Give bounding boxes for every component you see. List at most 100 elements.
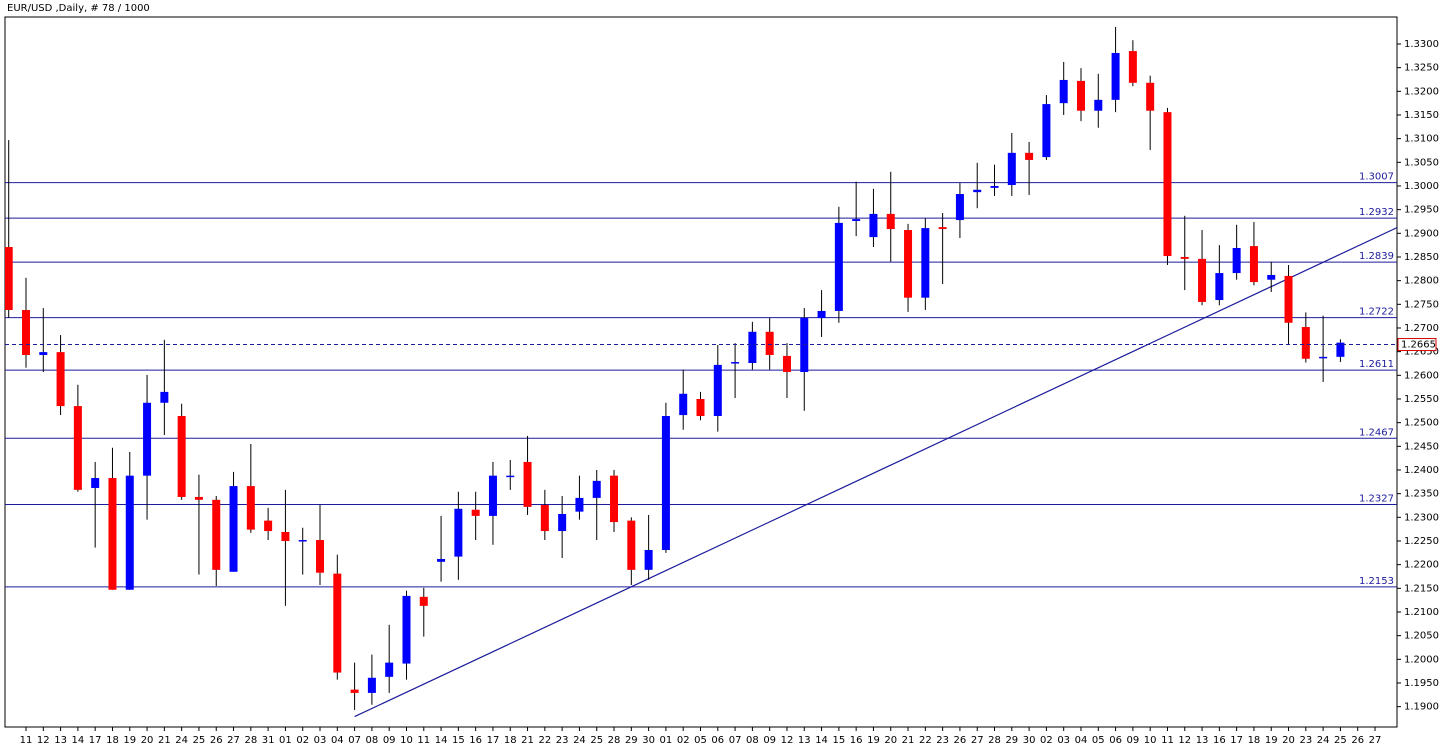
x-tick-label: 14: [72, 735, 85, 746]
x-tick-label: 02: [296, 735, 309, 746]
candle-body: [644, 549, 653, 570]
candle-body: [402, 595, 411, 664]
candle-body: [661, 416, 670, 550]
level-label: 1.2467: [1359, 427, 1394, 438]
candle-body: [886, 213, 895, 230]
candle-body: [1180, 256, 1189, 259]
level-label: 1.2839: [1359, 251, 1394, 262]
y-tick-label: 1.2100: [1404, 607, 1439, 618]
candle-body: [1059, 79, 1068, 104]
x-tick-label: 05: [694, 735, 707, 746]
y-tick-label: 1.3300: [1404, 39, 1439, 50]
x-tick-label: 08: [746, 735, 759, 746]
x-tick-label: 27: [971, 735, 984, 746]
x-tick-label: 30: [1023, 735, 1036, 746]
candle-body: [1128, 51, 1137, 83]
x-tick-label: 28: [988, 735, 1001, 746]
level-label: 1.2327: [1359, 494, 1394, 505]
candle-body: [73, 406, 82, 490]
candle-body: [523, 461, 532, 507]
candle-body: [1111, 52, 1120, 100]
candle-body: [1198, 258, 1207, 302]
x-tick-label: 09: [1127, 735, 1140, 746]
level-label: 1.2722: [1359, 307, 1394, 318]
x-tick-label: 21: [158, 735, 171, 746]
candle-body: [39, 352, 48, 355]
candle-body: [558, 514, 567, 532]
candle-body: [143, 402, 152, 476]
x-tick-label: 23: [556, 735, 569, 746]
candle-body: [298, 540, 307, 542]
level-label: 1.3007: [1359, 172, 1394, 183]
y-tick-label: 1.2250: [1404, 536, 1439, 547]
x-tick-label: 11: [20, 735, 33, 746]
x-tick-label: 15: [832, 735, 845, 746]
x-tick-label: 20: [141, 735, 154, 746]
x-tick-label: 20: [1282, 735, 1295, 746]
x-tick-label: 04: [331, 735, 344, 746]
x-tick-label: 31: [262, 735, 275, 746]
x-tick-label: 27: [1369, 735, 1382, 746]
candle-body: [56, 352, 65, 407]
candle-body: [1249, 246, 1258, 283]
y-tick-label: 1.2700: [1404, 323, 1439, 334]
x-tick-label: 25: [193, 735, 206, 746]
x-tick-label: 22: [538, 735, 551, 746]
candle-body: [419, 596, 428, 606]
y-tick-label: 1.2050: [1404, 631, 1439, 642]
x-tick-label: 06: [1109, 735, 1122, 746]
y-tick-label: 1.3150: [1404, 110, 1439, 121]
x-tick-label: 23: [936, 735, 949, 746]
y-tick-label: 1.2450: [1404, 441, 1439, 452]
y-tick-label: 1.3100: [1404, 134, 1439, 145]
candle-body: [990, 185, 999, 188]
x-tick-label: 21: [902, 735, 915, 746]
x-tick-label: 27: [227, 735, 240, 746]
candle-body: [904, 230, 913, 298]
candle-body: [869, 213, 878, 238]
candle-body: [1215, 273, 1224, 301]
y-tick-label: 1.2800: [1404, 276, 1439, 287]
candle-body: [1042, 104, 1051, 158]
x-tick-label: 12: [37, 735, 50, 746]
candle-body: [350, 689, 359, 693]
y-tick-label: 1.2900: [1404, 228, 1439, 239]
candle-body: [506, 475, 515, 478]
x-tick-label: 20: [884, 735, 897, 746]
candle-body: [1232, 247, 1241, 274]
candle-body: [1267, 274, 1276, 280]
y-tick-label: 1.2300: [1404, 512, 1439, 523]
candle-body: [454, 508, 463, 557]
candle-body: [281, 531, 290, 541]
candle-body: [1076, 80, 1085, 111]
x-tick-label: 18: [1248, 735, 1261, 746]
y-tick-label: 1.2350: [1404, 489, 1439, 500]
x-tick-label: 17: [1230, 735, 1243, 746]
candle-body: [1284, 275, 1293, 323]
x-tick-label: 07: [348, 735, 361, 746]
x-tick-label: 18: [504, 735, 517, 746]
candle-body: [1094, 99, 1103, 111]
x-tick-label: 13: [1196, 735, 1209, 746]
x-tick-label: 19: [123, 735, 136, 746]
candle-body: [973, 189, 982, 193]
x-tick-label: 29: [625, 735, 638, 746]
x-tick-label: 24: [1317, 735, 1330, 746]
candle-body: [1163, 112, 1172, 257]
level-label: 1.2153: [1359, 576, 1394, 587]
candle-body: [627, 520, 636, 570]
y-tick-label: 1.2000: [1404, 654, 1439, 665]
candle-body: [1007, 152, 1016, 186]
x-tick-label: 28: [244, 735, 257, 746]
candle-body: [575, 497, 584, 512]
x-tick-label: 21: [521, 735, 534, 746]
x-tick-label: 23: [1299, 735, 1312, 746]
candle-body: [91, 478, 100, 488]
candle-body: [264, 520, 273, 532]
candle-body: [817, 310, 826, 319]
candle-body: [177, 416, 186, 497]
candle-body: [1146, 82, 1155, 111]
y-tick-label: 1.3200: [1404, 86, 1439, 97]
x-tick-label: 09: [763, 735, 776, 746]
y-tick-label: 1.1950: [1404, 678, 1439, 689]
